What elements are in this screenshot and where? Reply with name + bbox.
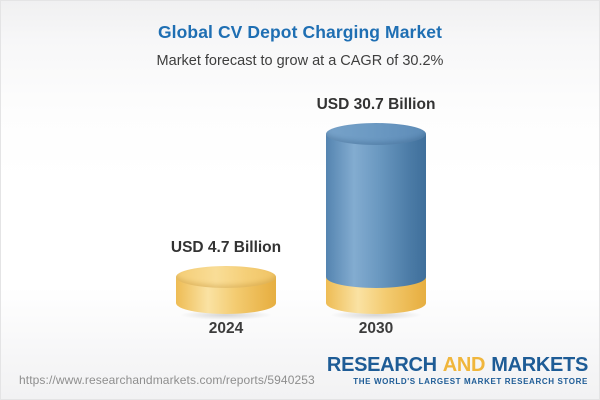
category-label-2024: 2024 [208,320,244,337]
bar-shadow-2024 [180,310,272,320]
logo-word-research: RESEARCH [326,354,437,376]
value-label-2024: USD 4.7 Billion [170,239,282,257]
bar-top-ellipse [326,123,426,145]
logo-wordmark: RESEARCH AND MARKETS [327,354,588,376]
logo-word-and: AND [442,354,486,376]
category-label-2030: 2030 [358,320,394,337]
research-and-markets-logo: RESEARCH AND MARKETS THE WORLD'S LARGEST… [327,354,588,386]
bar-2024 [176,266,276,314]
chart-subtitle: Market forecast to grow at a CAGR of 30.… [156,53,444,69]
value-label-2030: USD 30.7 Billion [316,96,436,113]
bar-2030 [326,123,426,314]
bar-top-ellipse [176,266,276,289]
bar-body [326,134,426,289]
chart-title: Global CV Depot Charging Market [157,22,443,42]
source-url: https://www.researchandmarkets.com/repor… [19,373,315,387]
bar-shadow-2030 [330,310,422,320]
logo-word-markets: MARKETS [491,354,588,376]
logo-tagline: THE WORLD'S LARGEST MARKET RESEARCH STOR… [353,377,588,386]
